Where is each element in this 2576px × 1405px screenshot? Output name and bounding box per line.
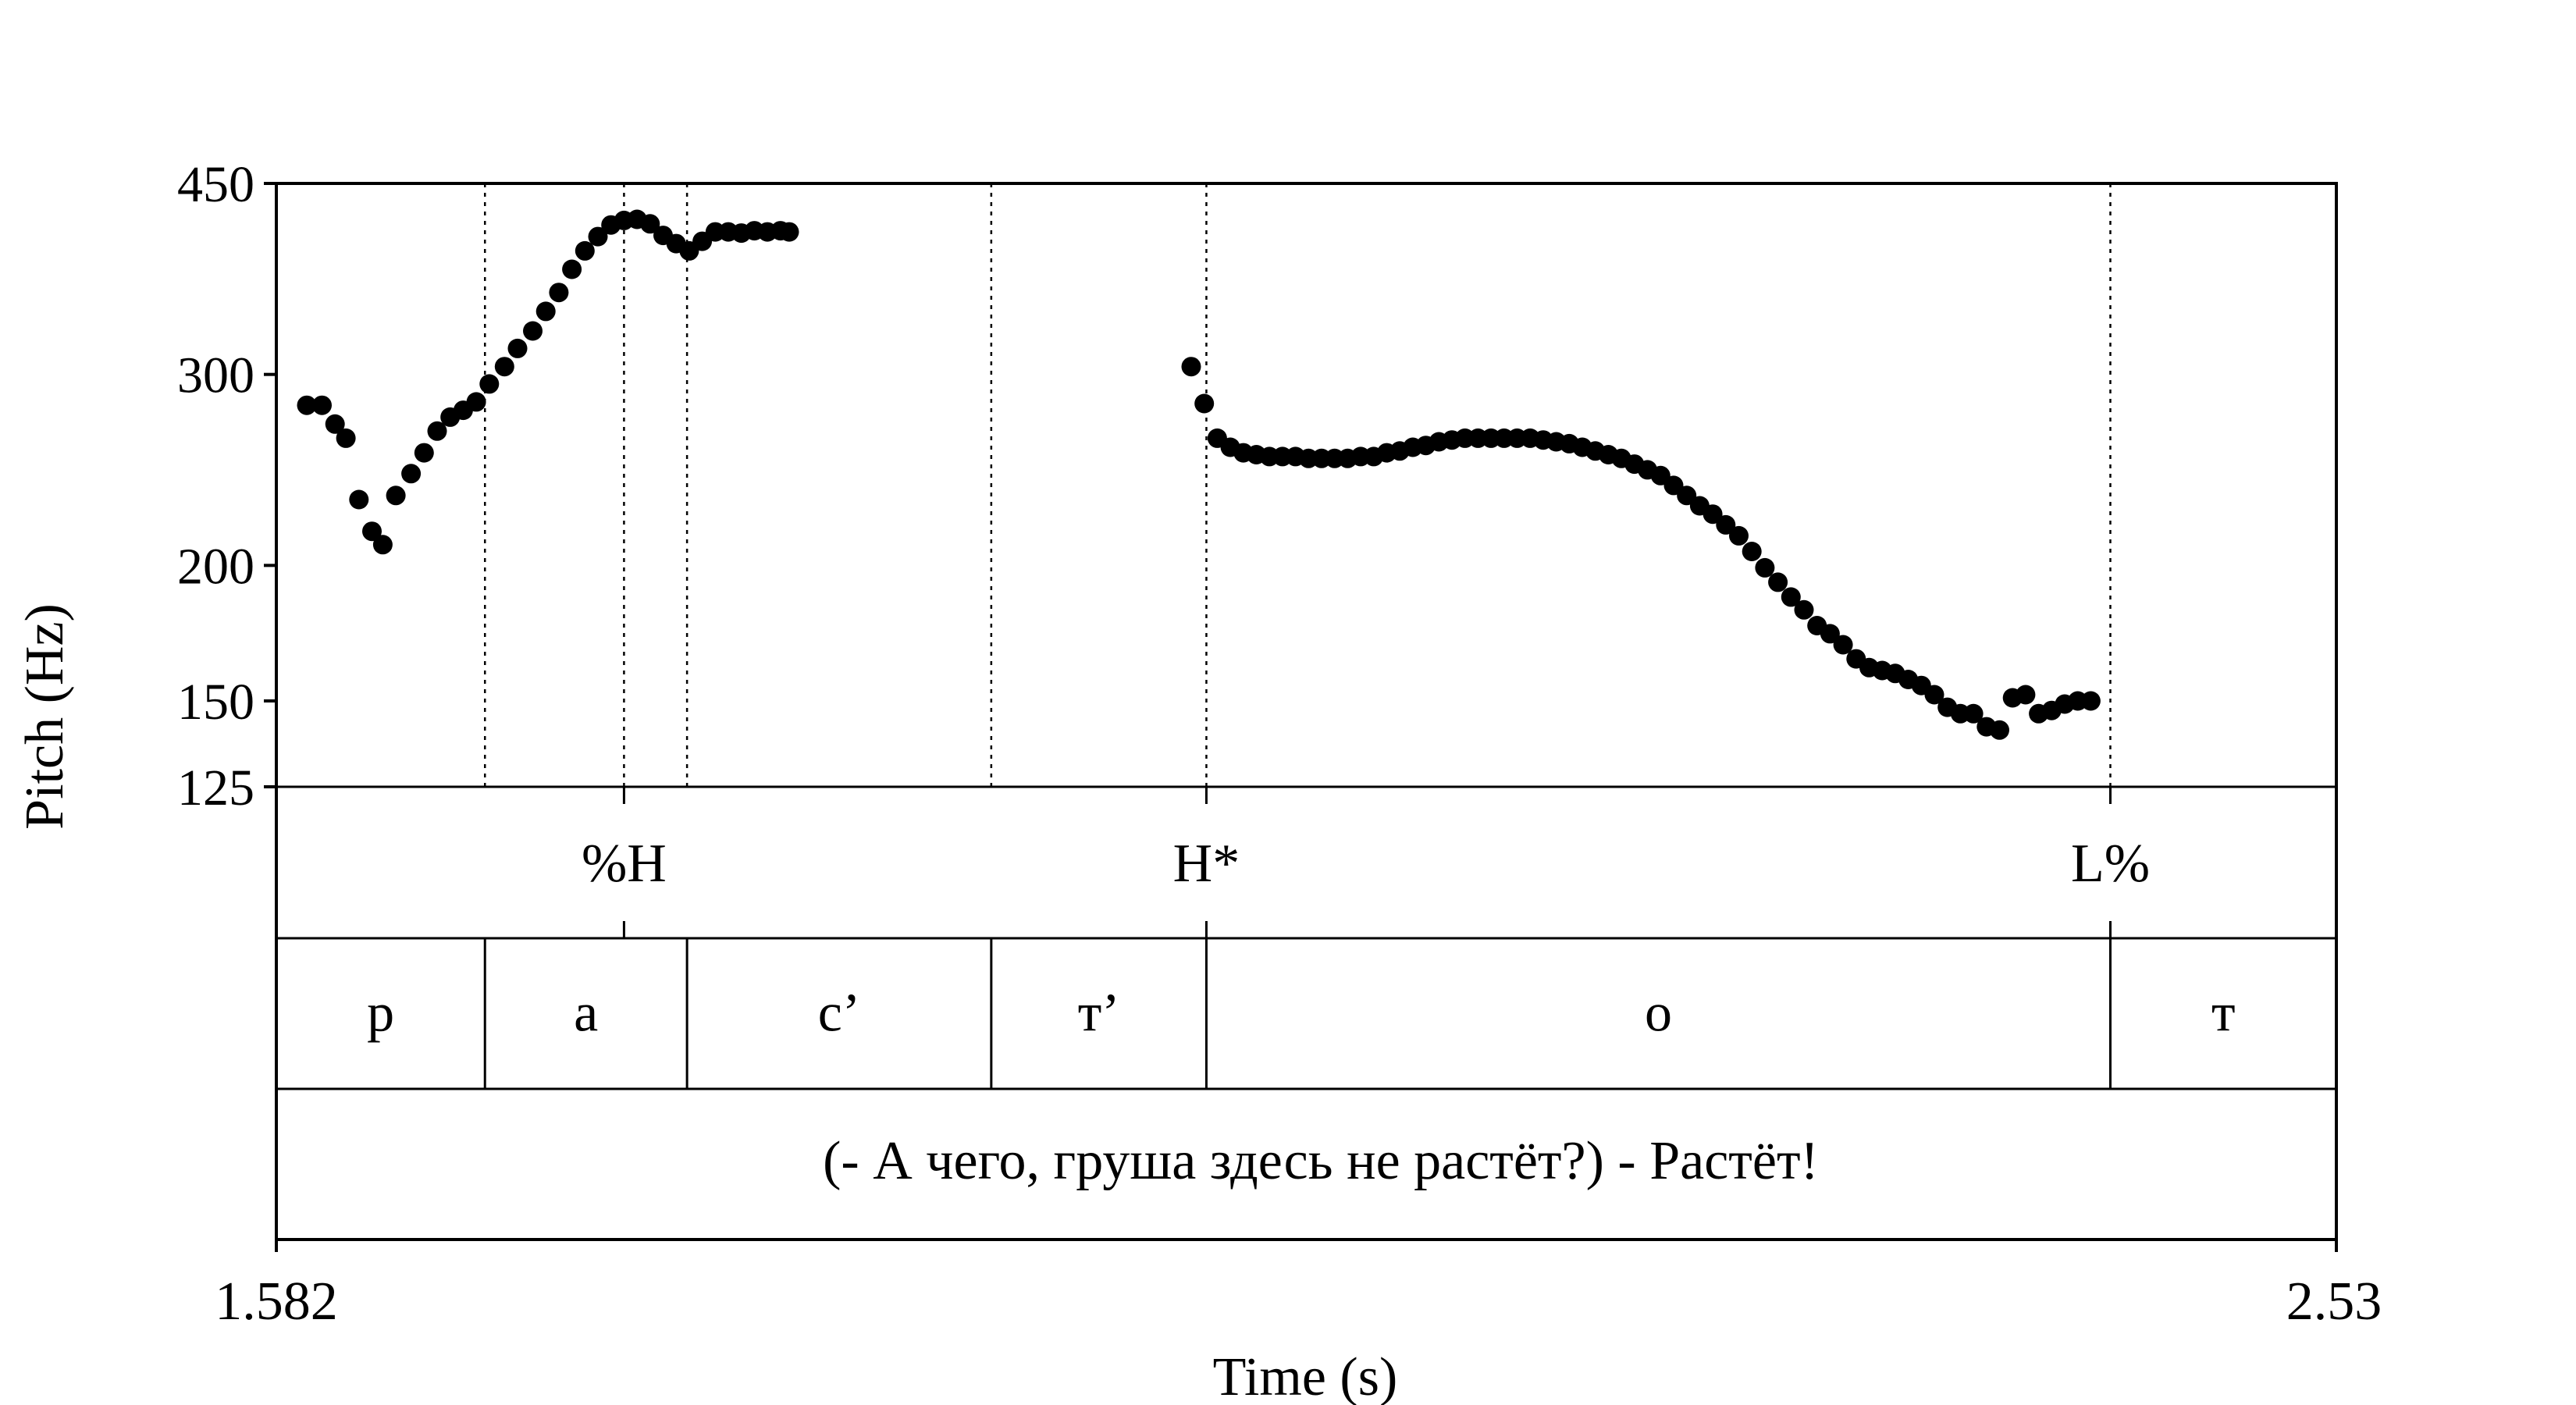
pitch-point (427, 421, 447, 441)
pitch-point (1924, 685, 1944, 705)
tone-label: H* (1173, 834, 1240, 894)
tone-label: %H (582, 834, 667, 894)
pitch-point (1194, 393, 1215, 414)
x-axis: 1.582 2.53 Time (s) (215, 1272, 2382, 1405)
segment-label: о (1645, 984, 1672, 1044)
plot-frame (275, 182, 2338, 1252)
pitch-point (2080, 691, 2101, 711)
segment-label: с’ (818, 984, 860, 1044)
pitch-point (414, 443, 434, 463)
segment-label: р (367, 984, 394, 1044)
pitch-point (1755, 557, 1775, 578)
pitch-point (562, 259, 582, 279)
x-start-label: 1.582 (215, 1272, 338, 1332)
pitch-point (386, 486, 406, 506)
x-end-label: 2.53 (2286, 1272, 2382, 1332)
pitch-point (779, 222, 799, 242)
pitch-point (588, 226, 608, 247)
pitch-point (494, 357, 514, 377)
pitch-point (1768, 572, 1788, 592)
pitch-point (1742, 542, 1762, 561)
tone-label: L% (2071, 834, 2150, 894)
pitch-point (1833, 635, 1853, 655)
pitch-point (1820, 624, 1840, 644)
pitch-point (1703, 504, 1723, 525)
y-tick-label: 125 (177, 759, 254, 816)
y-tick-label: 200 (177, 538, 254, 595)
sentence-text: (- А чего, груша здесь не растёт?) - Рас… (823, 1131, 1819, 1191)
pitch-point (1716, 514, 1736, 535)
pitch-point (549, 283, 569, 303)
tone-tier: %H H* L% (582, 787, 2150, 938)
y-tick-label: 150 (177, 674, 254, 731)
pitch-point (535, 301, 556, 322)
x-axis-title: Time (s) (1213, 1347, 1398, 1405)
pitch-point (523, 321, 543, 341)
segment-label: т (2211, 984, 2236, 1044)
y-axis-title: Pitch (Hz) (15, 603, 75, 830)
pitch-point (362, 521, 382, 542)
pitch-point (349, 489, 369, 510)
pitch-point (1794, 599, 1814, 620)
segment-tier: р а с’ т’ о т (367, 938, 2236, 1089)
pitch-point (401, 464, 422, 484)
pitch-point (2016, 685, 2036, 705)
y-axis: 125 150 200 300 450 (177, 156, 276, 816)
sentence-tier: (- А чего, груша здесь не растёт?) - Рас… (823, 1131, 1819, 1191)
pitch-point (479, 374, 500, 394)
pitch-point (372, 535, 393, 555)
pitch-points (297, 209, 2101, 740)
segment-boundary-lines (483, 183, 2112, 787)
pitch-point (1181, 357, 1201, 377)
pitch-point (336, 428, 356, 448)
pitch-point (507, 338, 528, 358)
pitch-point (1990, 720, 2009, 740)
pitch-point (640, 214, 660, 234)
pitch-point (297, 395, 317, 415)
pitch-point (466, 392, 486, 412)
pitch-point (325, 414, 345, 434)
pitch-point (575, 240, 595, 261)
frame-border (275, 182, 2338, 1241)
segment-label: т’ (1078, 984, 1120, 1044)
y-tick-label: 450 (177, 156, 254, 213)
pitch-point (1781, 587, 1801, 607)
pitch-point (1677, 486, 1697, 506)
segment-label: а (574, 984, 598, 1044)
pitch-point (1729, 525, 1749, 546)
y-tick-label: 300 (177, 347, 254, 404)
pitch-point (1963, 703, 1984, 724)
pitch-point (312, 395, 332, 415)
